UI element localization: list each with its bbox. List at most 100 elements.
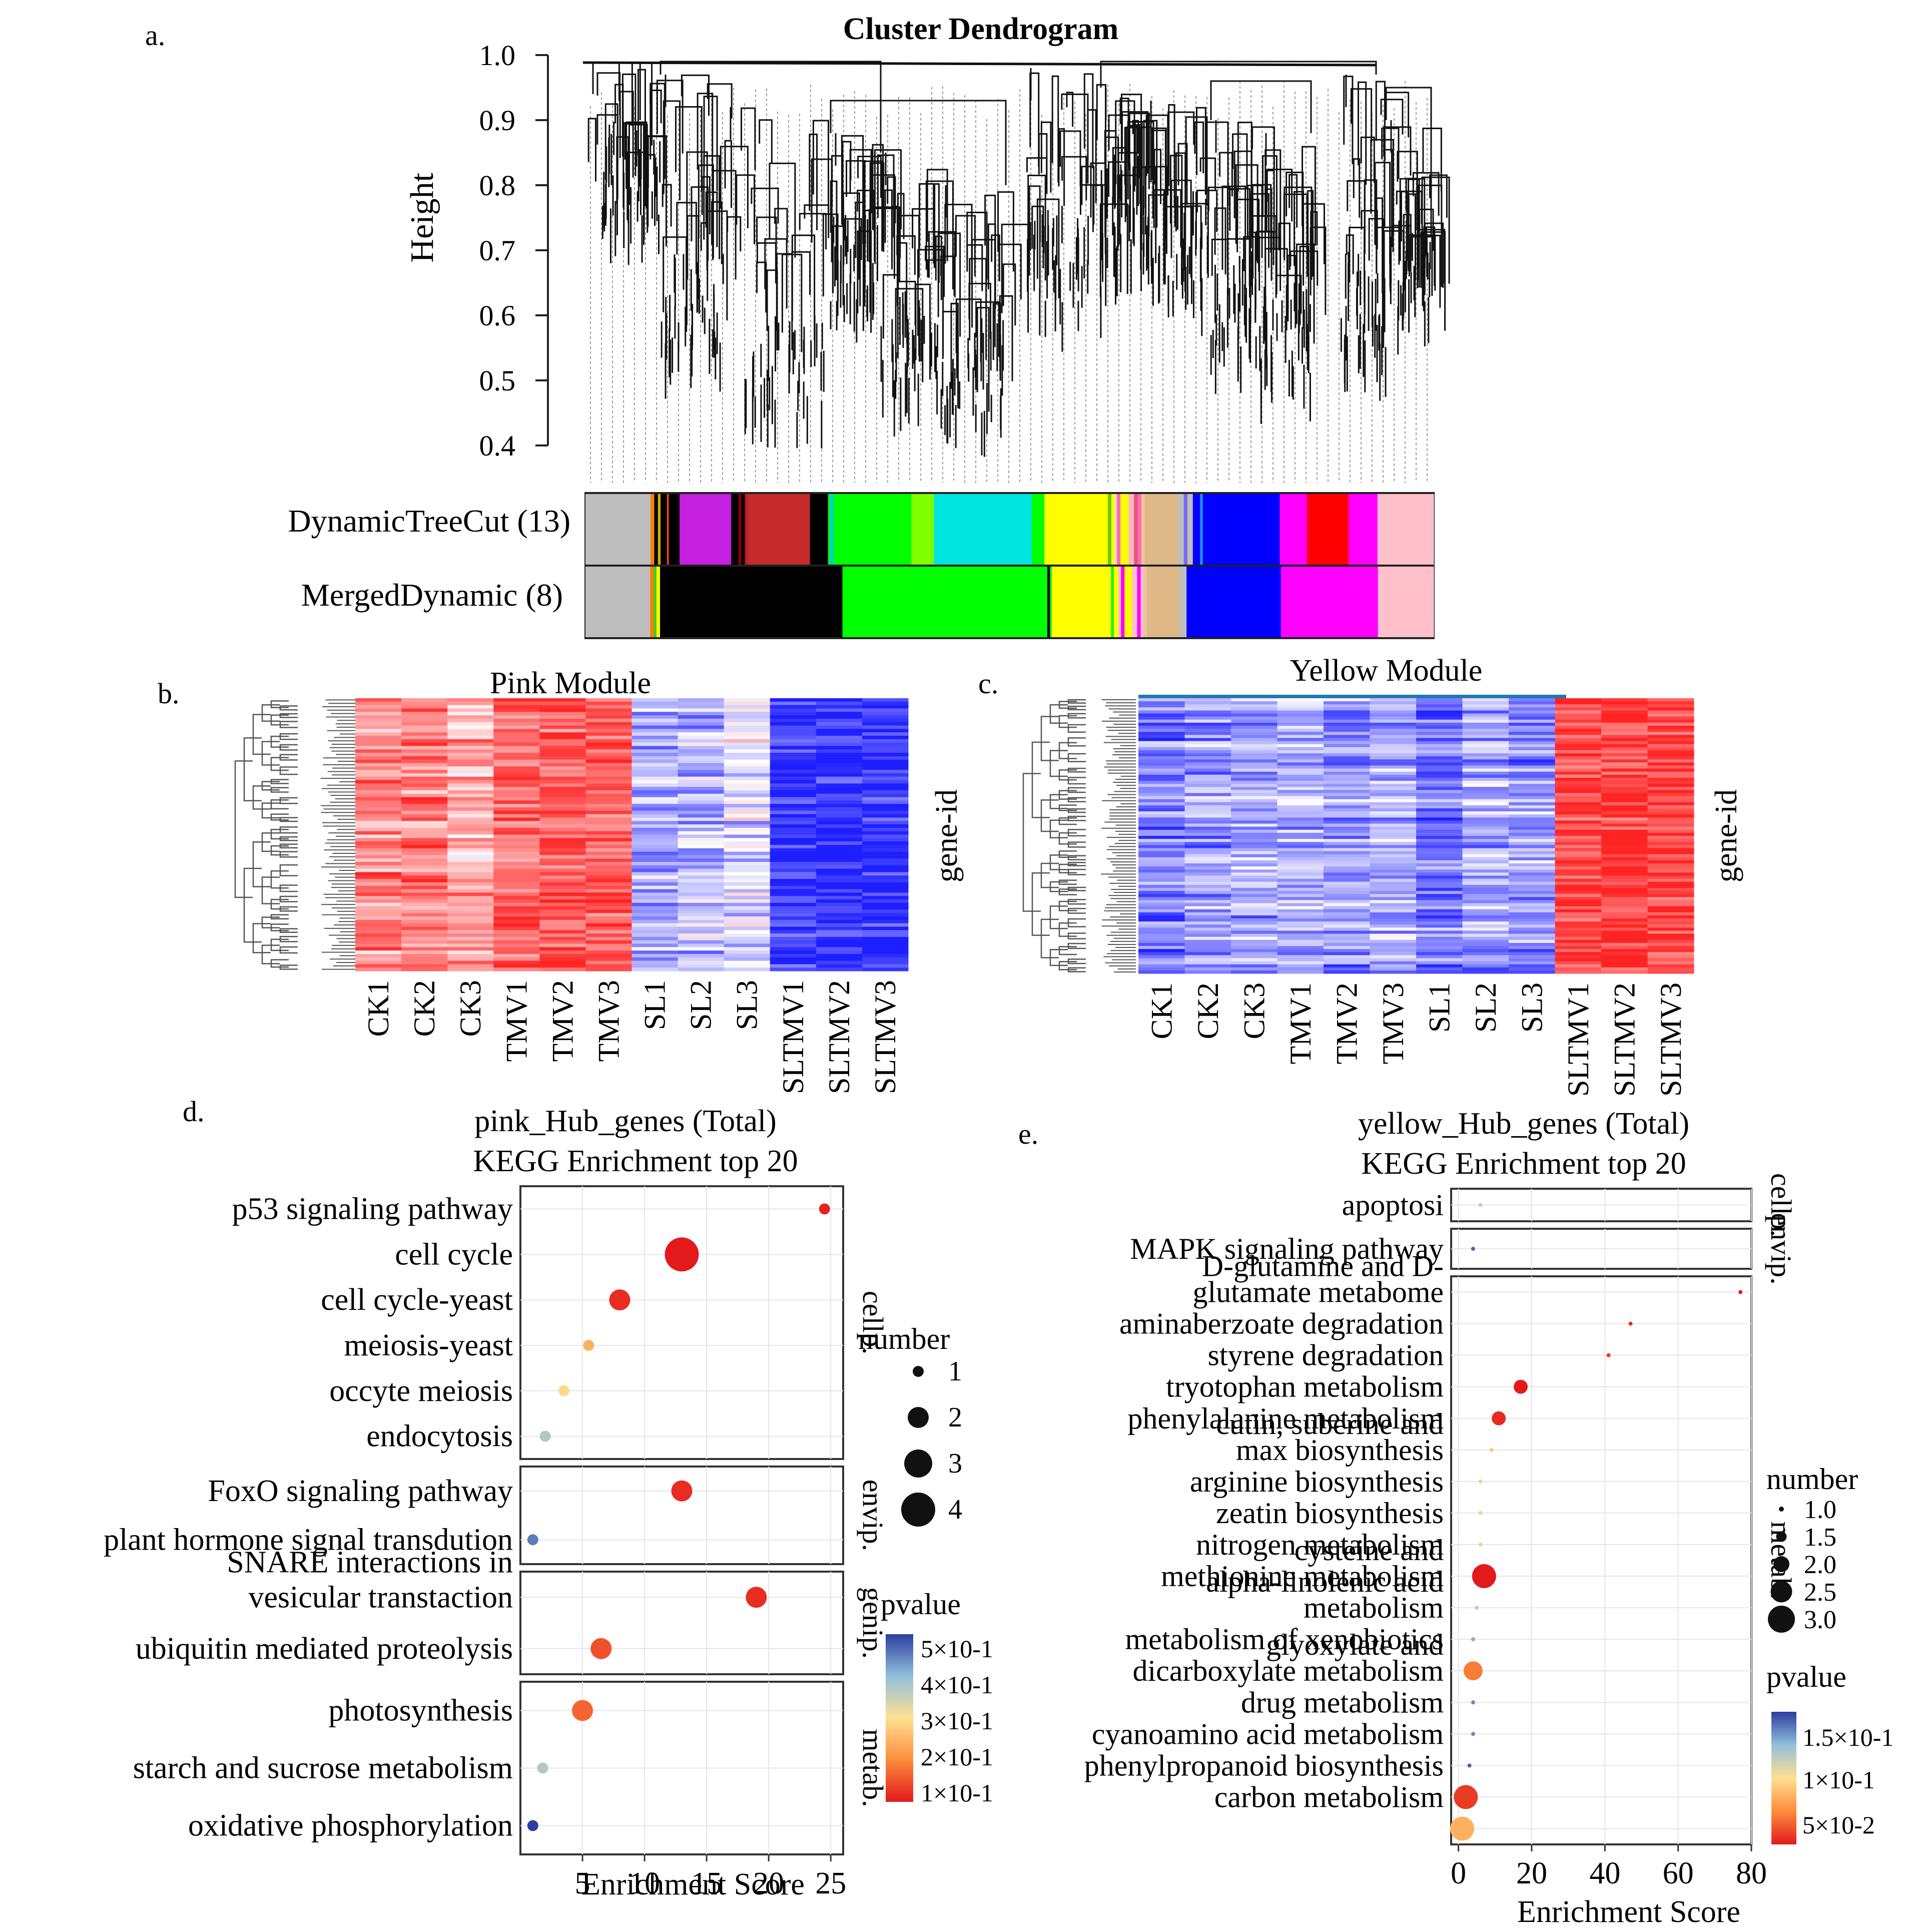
heatmap-cell	[1601, 762, 1648, 766]
heatmap-cell	[816, 848, 863, 852]
heatmap-cell	[1555, 820, 1602, 824]
heatmap-cell	[585, 964, 632, 968]
heatmap-cell	[1138, 802, 1185, 806]
heatmap-cell	[355, 814, 402, 818]
enrichment-dot	[1471, 1637, 1475, 1642]
heatmap-cell	[1601, 729, 1648, 732]
term-label: aminaberzoate degradation	[1119, 1307, 1444, 1340]
heatmap-cell	[1138, 909, 1185, 913]
heatmap-cell	[355, 827, 402, 832]
heatmap-cell	[1416, 839, 1463, 842]
heatmap-column-label: SL1	[1423, 983, 1456, 1033]
heatmap-cell	[1555, 796, 1602, 800]
heatmap-cell	[355, 834, 402, 838]
heatmap-cell	[770, 902, 817, 907]
heatmap-cell	[678, 855, 725, 859]
facet-label: cellp.	[1765, 1173, 1797, 1237]
heatmap-cell	[1555, 735, 1602, 738]
heatmap-cell	[1647, 924, 1694, 928]
heatmap-cell	[493, 841, 540, 845]
heatmap-cell	[1370, 771, 1417, 775]
heatmap-cell	[816, 708, 863, 712]
heatmap-cell	[1184, 851, 1231, 855]
heatmap-cell	[1277, 774, 1324, 778]
heatmap-cell	[1462, 729, 1509, 732]
heatmap-cell	[1462, 930, 1509, 934]
heatmap-cell	[355, 930, 402, 934]
heatmap-cell	[631, 953, 679, 958]
heatmap-column-label: SL1	[638, 980, 672, 1030]
heatmap-cell	[1555, 848, 1602, 852]
heatmap-cell	[1184, 793, 1231, 797]
heatmap-cell	[1462, 909, 1509, 913]
enrichment-dot	[665, 1237, 699, 1272]
heatmap-cell	[631, 916, 679, 920]
heatmap-cell	[493, 776, 540, 780]
heatmap-cell	[401, 790, 448, 794]
heatmap-cell	[631, 968, 679, 972]
heatmap-cell	[1462, 891, 1509, 894]
heatmap-cell	[1277, 936, 1324, 940]
merged-dynamic-bar	[585, 567, 1434, 637]
heatmap-cell	[1509, 955, 1555, 958]
heatmap-cell	[493, 851, 540, 855]
heatmap-cell	[1416, 710, 1463, 714]
heatmap-cell	[1324, 839, 1370, 842]
heatmap-cell	[862, 906, 909, 910]
heatmap-cell	[724, 968, 771, 972]
heatmap-cell	[1509, 866, 1555, 870]
heatmap-column-label: TMV1	[1284, 983, 1317, 1064]
term-label: oxidative phosphorylation	[188, 1809, 513, 1843]
module-color-segment	[585, 494, 651, 566]
module-color-segment	[842, 567, 1048, 637]
module-color-segment	[1179, 567, 1187, 637]
heatmap-column-label: SLTMV3	[869, 980, 902, 1094]
heatmap-cell	[1231, 842, 1277, 845]
heatmap-cell	[585, 841, 632, 845]
heatmap-column-label: TMV3	[592, 980, 625, 1062]
term-label: zeatin biosynthesis	[1216, 1497, 1444, 1530]
heatmap-cell	[539, 865, 586, 869]
heatmap-cell	[1555, 839, 1602, 842]
heatmap-cell	[447, 770, 494, 774]
heatmap-cell	[401, 889, 448, 893]
x-tick-label: 40	[1589, 1856, 1620, 1890]
heatmap-cell	[1370, 949, 1417, 952]
heatmap-cell	[816, 919, 863, 924]
heatmap-cell	[1184, 918, 1231, 922]
heatmap-cell	[401, 718, 448, 723]
heatmap-cell	[1184, 765, 1231, 769]
heatmap-cell	[631, 872, 679, 876]
heatmap-cell	[1324, 961, 1370, 965]
heatmap-cell	[678, 960, 725, 964]
heatmap-cell	[678, 821, 725, 825]
heatmap-cell	[1370, 765, 1417, 769]
heatmap-cell	[1370, 848, 1417, 852]
heatmap-cell	[1324, 918, 1370, 922]
heatmap-cell	[1601, 774, 1648, 778]
enrichment-dot	[1450, 1816, 1474, 1841]
heatmap-cell	[1138, 927, 1185, 931]
panel-a-y-axis-label: Height	[404, 173, 440, 263]
heatmap-cell	[1462, 933, 1509, 937]
heatmap-cell	[585, 797, 632, 801]
heatmap-cell	[1647, 970, 1694, 974]
heatmap-cell	[1370, 707, 1417, 711]
heatmap-cell	[1601, 857, 1648, 861]
heatmap-cell	[1370, 762, 1417, 766]
heatmap-cell	[1601, 735, 1648, 738]
heatmap-cell	[447, 909, 494, 913]
module-color-segment	[738, 494, 742, 566]
heatmap-cell	[1462, 811, 1509, 815]
heatmap-cell	[1184, 839, 1231, 842]
module-color-segment	[828, 494, 831, 566]
heatmap-cell	[1647, 719, 1694, 723]
heatmap-cell	[1416, 939, 1463, 943]
facet-panel	[519, 1571, 844, 1675]
heatmap-cell	[539, 919, 586, 924]
heatmap-cell	[1647, 857, 1694, 861]
heatmap-cell	[1138, 744, 1185, 748]
heatmap-cell	[678, 906, 725, 910]
enrichment-dot	[1478, 1203, 1483, 1207]
size-legend-dot	[1779, 1507, 1784, 1512]
